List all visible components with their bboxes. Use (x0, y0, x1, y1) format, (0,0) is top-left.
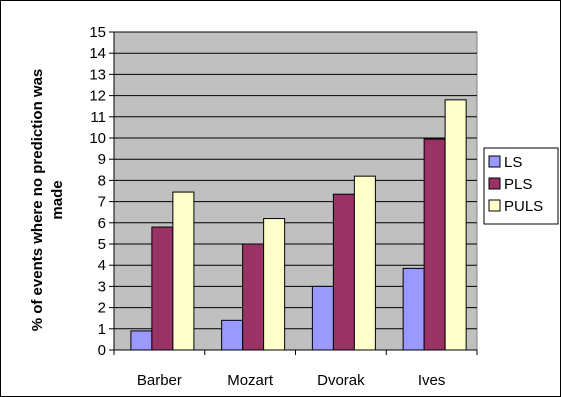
y-tick-label: 8 (98, 172, 106, 189)
y-axis-title: % of events where no prediction was made (29, 69, 66, 332)
legend: LS PLS PULS (483, 147, 559, 225)
y-tick-label: 12 (89, 88, 106, 105)
y-tick-label: 0 (98, 342, 106, 359)
y-tick-label: 2 (98, 300, 106, 317)
y-tick-label: 5 (98, 236, 106, 253)
legend-label-puls: PULS (504, 198, 543, 215)
x-category-label: Ives (418, 372, 446, 389)
y-tick-label: 13 (89, 66, 106, 83)
bar-ls-ives (402, 267, 425, 351)
y-tick-label: 3 (98, 278, 106, 295)
legend-swatch-pls (488, 177, 501, 190)
x-category-label: Barber (137, 372, 182, 389)
y-tick-label: 11 (90, 109, 106, 126)
legend-label-pls: PLS (504, 176, 532, 193)
y-tick-label: 1 (98, 321, 106, 338)
y-tick-label: 10 (89, 130, 106, 147)
y-tick-label: 4 (98, 257, 106, 274)
bar-pls-dvorak (332, 193, 355, 351)
bar-pls-ives (423, 138, 446, 351)
y-axis-title-line-2: made (49, 180, 66, 219)
bar-puls-barber (172, 191, 195, 351)
bar-ls-barber (130, 330, 153, 351)
legend-swatch-ls (488, 155, 501, 168)
y-tick-label: 6 (98, 215, 106, 232)
bar-puls-mozart (263, 218, 286, 351)
bar-ls-dvorak (311, 285, 334, 351)
bar-pls-barber (151, 226, 174, 351)
x-category-label: Dvorak (317, 372, 365, 389)
x-axis-labels: Barber Mozart Dvorak Ives (113, 350, 478, 389)
bar-puls-ives (444, 99, 467, 351)
y-tick-label: 7 (98, 194, 106, 211)
legend-swatch-puls (488, 199, 501, 212)
legend-label-ls: LS (504, 154, 522, 171)
y-axis-title-line-1: % of events where no prediction was (29, 69, 46, 332)
bars (130, 99, 467, 351)
y-tick-label: 9 (98, 151, 106, 168)
y-tick-label: 15 (89, 24, 106, 41)
bar-pls-mozart (242, 243, 265, 351)
x-category-label: Mozart (227, 372, 274, 389)
y-tick-label: 14 (89, 45, 106, 62)
bar-ls-mozart (221, 319, 244, 351)
bar-puls-dvorak (353, 175, 376, 351)
